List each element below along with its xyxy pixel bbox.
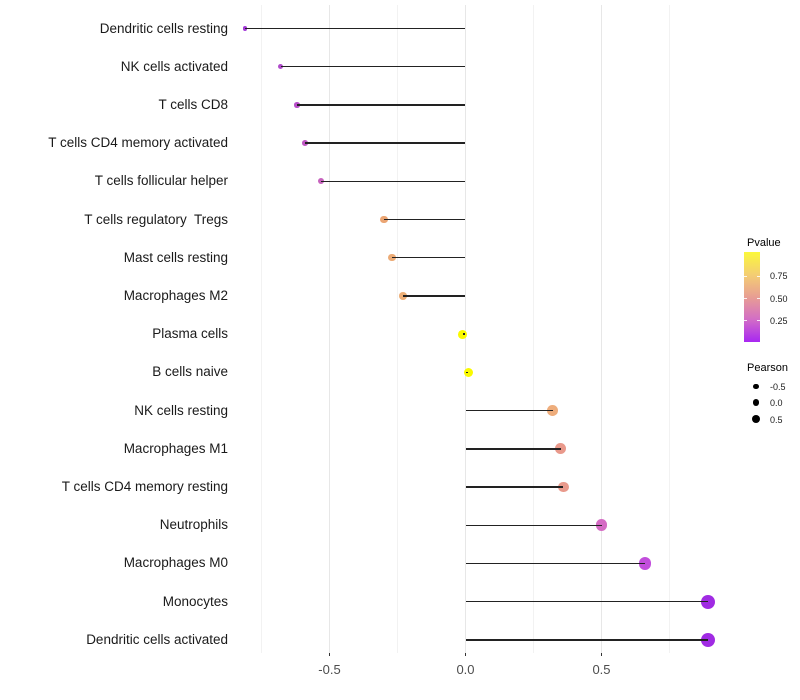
gridline-major [329, 5, 330, 653]
category-label: Monocytes [162, 593, 228, 609]
x-axis-tick [329, 653, 330, 656]
lollipop-stick [392, 257, 466, 259]
category-label: Dendritic cells activated [86, 631, 228, 647]
lollipop-stick [465, 639, 708, 641]
pearson-legend-label: 0.0 [770, 398, 783, 409]
category-label: T cells CD4 memory activated [48, 135, 228, 151]
x-axis-tick [465, 653, 466, 656]
category-label: Mast cells resting [123, 249, 228, 265]
pearson-legend-label: -0.5 [770, 382, 786, 393]
x-axis-tick-label: 0.5 [592, 662, 611, 677]
lollipop-stick [465, 486, 564, 488]
gridline-minor [669, 5, 670, 653]
x-axis-tick-label: 0.0 [456, 662, 475, 677]
lollipop-dot [302, 140, 308, 146]
x-axis-tick-label: -0.5 [318, 662, 341, 677]
pvalue-legend-tick-label: 0.75 [770, 271, 788, 282]
lollipop-stick [465, 524, 602, 526]
category-label: NK cells activated [120, 58, 228, 74]
category-label: Macrophages M1 [123, 440, 228, 456]
x-axis-tick [601, 653, 602, 656]
lollipop-stick [321, 180, 466, 183]
category-label: Dendritic cells resting [99, 20, 228, 36]
lollipop-stick [305, 142, 466, 144]
category-label: T cells CD4 memory resting [61, 479, 228, 495]
lollipop-dot [555, 443, 567, 455]
category-label: Macrophages M0 [123, 555, 228, 571]
lollipop-stick [280, 66, 466, 68]
lollipop-stick [465, 562, 646, 565]
category-label: B cells naive [152, 364, 228, 380]
gridline-minor [533, 5, 534, 653]
colorbar-tick [744, 320, 747, 322]
lollipop-stick [465, 448, 561, 450]
category-label: Neutrophils [159, 517, 228, 533]
lollipop-dot [294, 102, 300, 108]
pearson-legend-dot [753, 384, 759, 390]
lollipop-stick [296, 104, 466, 106]
category-label: T cells CD8 [158, 96, 228, 112]
pearson-legend-dot [752, 399, 760, 407]
category-label: Macrophages M2 [123, 287, 228, 303]
lollipop-stick [465, 371, 469, 374]
pearson-legend-dot [752, 415, 760, 424]
pvalue-colorbar [744, 252, 760, 342]
pvalue-legend-tick-label: 0.50 [770, 293, 788, 304]
colorbar-tick [744, 298, 747, 299]
colorbar-tick [756, 298, 760, 299]
pearson-legend-label: 0.5 [770, 414, 783, 425]
pvalue-legend-title: Pvalue [747, 237, 781, 249]
lollipop-stick [245, 27, 466, 30]
colorbar-tick [744, 275, 747, 277]
category-label: Plasma cells [152, 326, 228, 342]
lollipop-stick [465, 409, 553, 412]
category-label: T cells regulatory Tregs [84, 211, 228, 227]
colorbar-tick [756, 275, 760, 277]
lollipop-dot [557, 481, 569, 493]
gridline-major [601, 5, 602, 653]
colorbar-tick [756, 320, 760, 322]
gridline-major [465, 5, 466, 653]
category-label: T cells follicular helper [94, 173, 228, 189]
pearson-legend-title: Pearson [747, 362, 788, 374]
category-label: NK cells resting [134, 402, 228, 418]
lollipop-stick [462, 333, 466, 335]
lollipop-dot [388, 254, 396, 262]
lollipop-stick [465, 600, 708, 603]
pvalue-legend-tick-label: 0.25 [770, 315, 788, 326]
lollipop-stick [383, 218, 466, 221]
gridline-minor [261, 5, 262, 653]
lollipop-stick [402, 295, 466, 297]
gridline-minor [397, 5, 398, 653]
